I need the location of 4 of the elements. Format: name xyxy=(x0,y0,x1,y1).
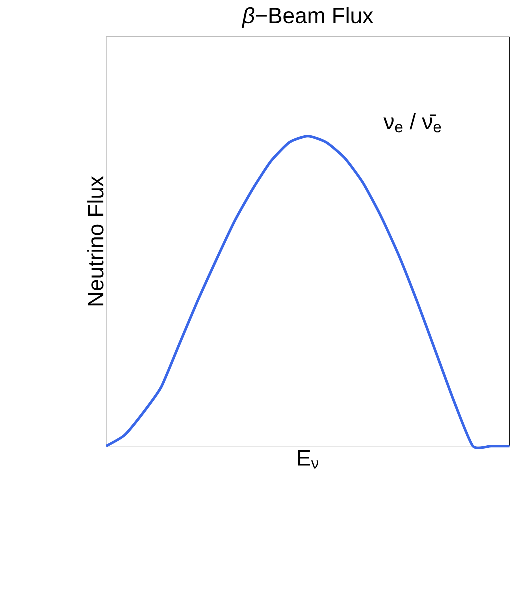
chart-title: β−Beam Flux xyxy=(242,7,374,28)
x-axis-title: E$_{ν}$ xyxy=(298,450,318,469)
text: ν$_{e}$ / ν̄$_{e}$ xyxy=(384,113,442,133)
y-axis-title: Neutrino Flux xyxy=(87,176,104,306)
